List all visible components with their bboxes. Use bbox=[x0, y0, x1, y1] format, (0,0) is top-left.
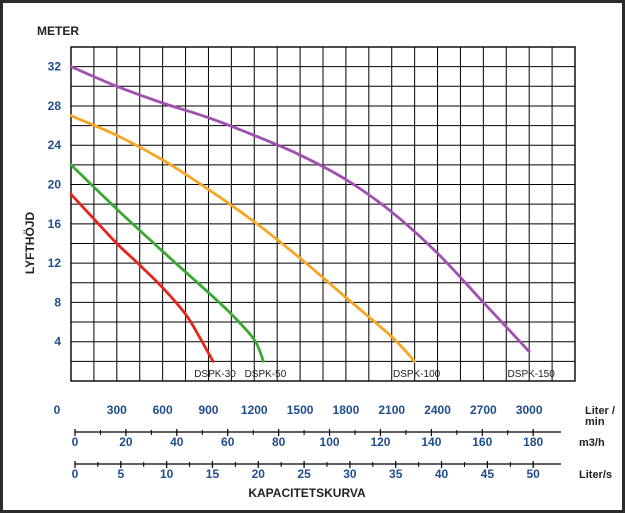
x-tick-label-liter-min: 2100 bbox=[378, 403, 405, 417]
y-ticks: 4 8 12 16 20 24 28 32 bbox=[48, 60, 62, 349]
x-tick-label-liter-min: 1200 bbox=[241, 403, 268, 417]
x-tick-label: 15 bbox=[206, 467, 220, 481]
x-tick-label: 40 bbox=[435, 467, 449, 481]
y-tick-label: 20 bbox=[48, 178, 62, 192]
series-line-dspk-50 bbox=[69, 163, 265, 363]
series-label-dspk-30: DSPK-30 bbox=[194, 369, 236, 380]
x-tick-label: 0 bbox=[72, 467, 79, 481]
grid bbox=[70, 46, 576, 382]
x-tick-label: 180 bbox=[523, 435, 543, 449]
x-tick-label-liter-min: 300 bbox=[107, 403, 127, 417]
y-tick-label: 24 bbox=[48, 138, 62, 152]
series-line-dspk-30 bbox=[69, 192, 215, 363]
x-tick-label-liter-min: 900 bbox=[198, 403, 218, 417]
x-unit-2: Liter/s bbox=[579, 469, 612, 481]
x-tick-label: 120 bbox=[370, 435, 390, 449]
x-tick-label-liter-min: 1500 bbox=[287, 403, 314, 417]
x-tick-label-liter-min: 0 bbox=[54, 403, 61, 417]
series-line-dspk-150 bbox=[69, 65, 531, 353]
y-tick-label: 4 bbox=[54, 335, 61, 349]
series-label-dspk-100: DSPK-100 bbox=[393, 369, 441, 380]
y-tick-label: 32 bbox=[48, 60, 62, 74]
x-tick-label: 20 bbox=[119, 435, 133, 449]
x-unit-liter-min-2: min bbox=[585, 416, 605, 428]
y-unit-label: METER bbox=[37, 24, 79, 38]
x-tick-label: 140 bbox=[421, 435, 441, 449]
x-tick-label-liter-min: 600 bbox=[153, 403, 173, 417]
x-tick-label: 35 bbox=[389, 467, 403, 481]
x-tick-label: 160 bbox=[472, 435, 492, 449]
y-tick-label: 16 bbox=[48, 217, 62, 231]
x-tick-label: 50 bbox=[527, 467, 541, 481]
x-tick-label-liter-min: 2400 bbox=[424, 403, 451, 417]
x-tick-label: 80 bbox=[272, 435, 286, 449]
y-tick-label: 8 bbox=[54, 295, 61, 309]
x-tick-label-liter-min: 3000 bbox=[516, 403, 543, 417]
series-label-dspk-50: DSPK-50 bbox=[245, 369, 287, 380]
x-tick-label: 100 bbox=[320, 435, 340, 449]
x-tick-label: 60 bbox=[221, 435, 235, 449]
x-axis-label: KAPACITETSKURVA bbox=[248, 486, 366, 500]
x-unit-1: m3/h bbox=[579, 437, 605, 449]
series-label-dspk-150: DSPK-150 bbox=[508, 369, 556, 380]
curves: DSPK-30 DSPK-50 DSPK-100 DSPK-150 bbox=[69, 65, 556, 380]
x-tick-label: 40 bbox=[170, 435, 184, 449]
x-tick-label: 5 bbox=[117, 467, 124, 481]
x-tick-label-liter-min: 2700 bbox=[470, 403, 497, 417]
y-axis-label: LYFTHÖJD bbox=[22, 212, 37, 275]
x-unit-liter-min: Liter / bbox=[585, 405, 615, 417]
y-tick-label: 12 bbox=[48, 256, 62, 270]
x-tick-label: 10 bbox=[160, 467, 174, 481]
y-tick-label: 28 bbox=[48, 99, 62, 113]
x-tick-label: 20 bbox=[252, 467, 266, 481]
x-tick-label-liter-min: 1800 bbox=[333, 403, 360, 417]
x-tick-label: 45 bbox=[481, 467, 495, 481]
x-axes: 0 300 600 900 1200 1500 1800 2100 2400 2700 3000 Li… bbox=[54, 403, 615, 481]
x-tick-label: 30 bbox=[343, 467, 357, 481]
pump-curve-chart: METER LYFTHÖJD KAPACITETSKURVA DSPK-30 DS… bbox=[22, 24, 615, 500]
x-tick-label: 25 bbox=[297, 467, 311, 481]
x-tick-label: 0 bbox=[72, 435, 79, 449]
series-line-dspk-100 bbox=[69, 114, 417, 363]
